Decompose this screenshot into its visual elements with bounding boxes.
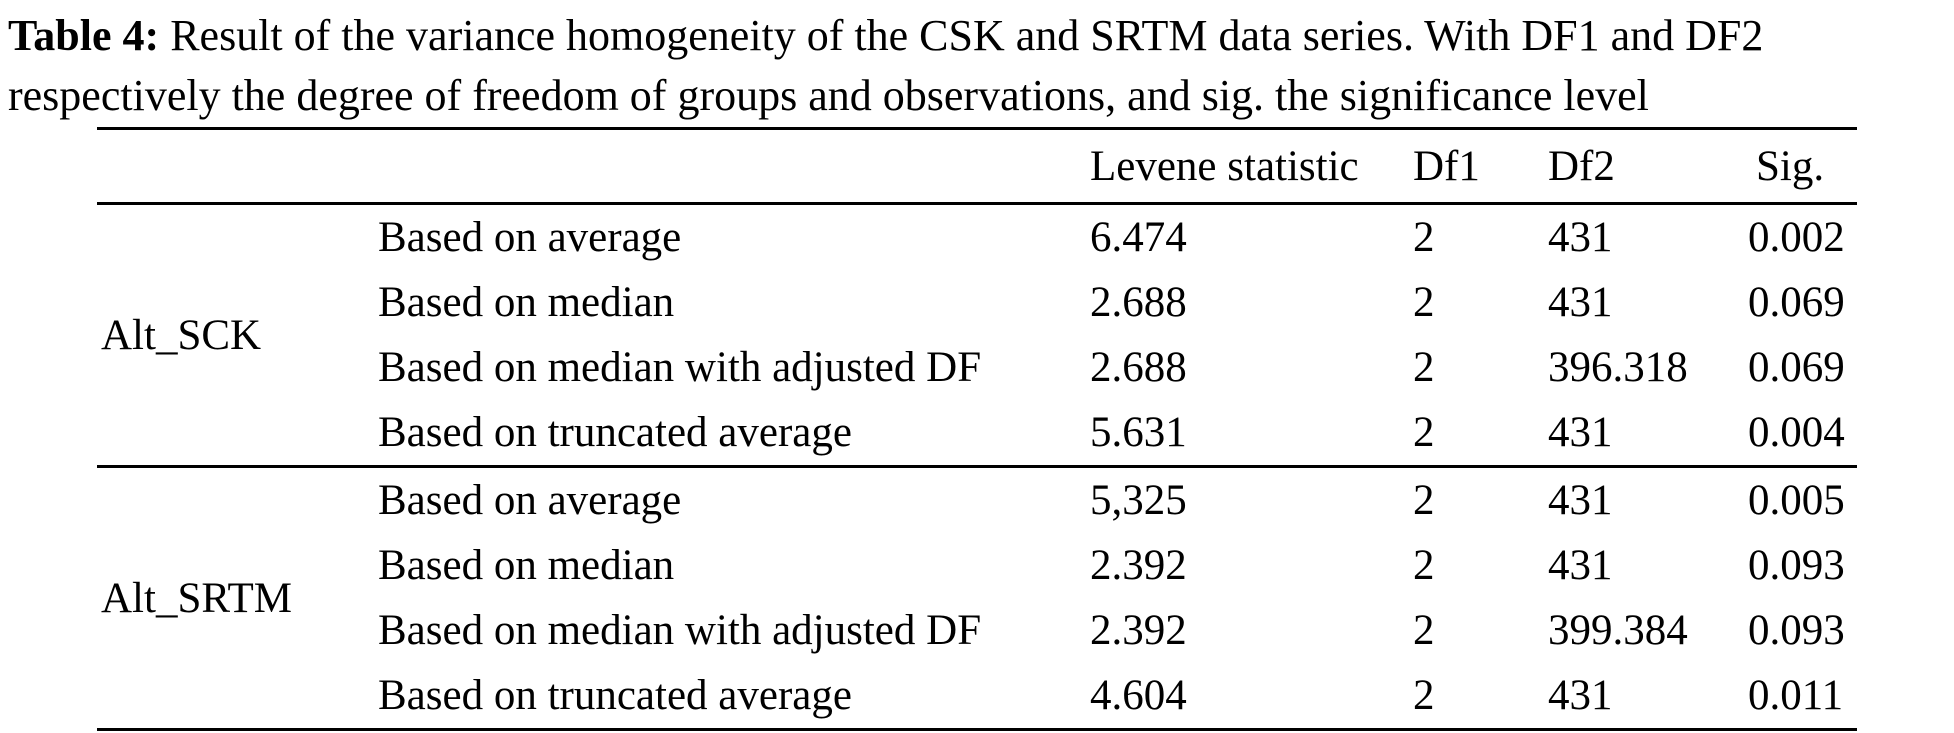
cell-method: Based on median with adjusted DF	[378, 607, 982, 654]
cell-levene: 6.474	[1090, 214, 1187, 261]
table-caption: Table 4: Result of the variance homogene…	[8, 6, 1954, 126]
cell-levene: 2.392	[1090, 542, 1187, 589]
cell-sig: 0.069	[1748, 279, 1845, 326]
group-alt-srtm: Alt_SRTM Based on average 5,325 2 431 0.…	[97, 467, 1857, 730]
cell-method: Based on average	[378, 214, 682, 261]
header-row: Levene statistic Df1 Df2 Sig.	[97, 128, 1857, 205]
caption-text-line1: Result of the variance homogeneity of th…	[159, 11, 1764, 60]
cell-method: Based on truncated average	[378, 672, 852, 719]
cell-df2: 431	[1548, 477, 1613, 524]
cell-df2: 431	[1548, 409, 1613, 456]
group-label: Alt_SRTM	[101, 574, 292, 622]
header-spacer-group	[97, 128, 378, 205]
cell-sig: 0.069	[1748, 344, 1845, 391]
cell-df1: 2	[1413, 607, 1435, 654]
cell-df2: 396.318	[1548, 344, 1688, 391]
header-levene-statistic: Levene statistic	[1090, 128, 1413, 205]
cell-method: Based on median	[378, 542, 675, 589]
cell-df1: 2	[1413, 214, 1435, 261]
table-row: Based on median with adjusted DF 2.688 2…	[97, 335, 1857, 400]
cell-df1: 2	[1413, 409, 1435, 456]
table-row: Based on truncated average 4.604 2 431 0…	[97, 663, 1857, 730]
cell-levene: 2.688	[1090, 279, 1187, 326]
cell-levene: 2.392	[1090, 607, 1187, 654]
cell-method: Based on median	[378, 279, 675, 326]
cell-sig: 0.002	[1748, 214, 1845, 261]
header-spacer-method	[378, 128, 1090, 205]
cell-df2: 431	[1548, 672, 1613, 719]
cell-df1: 2	[1413, 542, 1435, 589]
header-sig: Sig.	[1748, 128, 1857, 205]
cell-df1: 2	[1413, 672, 1435, 719]
cell-df2: 431	[1548, 214, 1613, 261]
variance-homogeneity-table: Levene statistic Df1 Df2 Sig. Alt_SCK Ba…	[97, 127, 1857, 731]
table-row: Based on median with adjusted DF 2.392 2…	[97, 598, 1857, 663]
cell-df1: 2	[1413, 477, 1435, 524]
cell-sig: 0.005	[1748, 477, 1845, 524]
cell-levene: 4.604	[1090, 672, 1187, 719]
cell-df1: 2	[1413, 344, 1435, 391]
header-df2: Df2	[1548, 128, 1748, 205]
group-label: Alt_SCK	[101, 311, 262, 359]
cell-df1: 2	[1413, 279, 1435, 326]
cell-sig: 0.011	[1748, 672, 1844, 719]
caption-text-line2: respectively the degree of freedom of gr…	[8, 71, 1649, 120]
table-row: Alt_SRTM Based on average 5,325 2 431 0.…	[97, 467, 1857, 622]
cell-sig: 0.004	[1748, 409, 1845, 456]
cell-method: Based on average	[378, 477, 682, 524]
cell-sig: 0.093	[1748, 607, 1845, 654]
header-df1: Df1	[1413, 128, 1548, 205]
table-row: Based on truncated average 5.631 2 431 0…	[97, 400, 1857, 467]
table-row: Based on median 2.688 2 431 0.069	[97, 270, 1857, 335]
cell-method: Based on truncated average	[378, 409, 852, 456]
cell-sig: 0.093	[1748, 542, 1845, 589]
cell-levene: 2.688	[1090, 344, 1187, 391]
table-row: Based on median 2.392 2 431 0.093	[97, 533, 1857, 598]
table-row: Alt_SCK Based on average 6.474 2 431 0.0…	[97, 204, 1857, 359]
cell-levene: 5,325	[1090, 477, 1187, 524]
cell-df2: 399.384	[1548, 607, 1688, 654]
caption-label: Table 4:	[8, 11, 160, 60]
cell-df2: 431	[1548, 279, 1613, 326]
cell-df2: 431	[1548, 542, 1613, 589]
cell-method: Based on median with adjusted DF	[378, 344, 982, 391]
cell-levene: 5.631	[1090, 409, 1187, 456]
group-alt-sck: Alt_SCK Based on average 6.474 2 431 0.0…	[97, 204, 1857, 467]
